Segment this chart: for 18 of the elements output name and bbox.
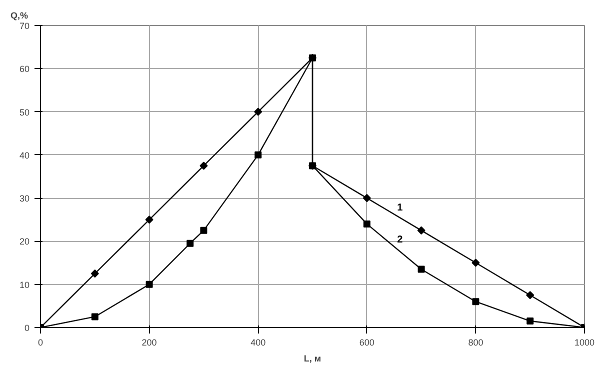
y-tick-label: 30 (19, 194, 30, 204)
x-tick-label: 1000 (574, 338, 595, 348)
y-tick-label: 50 (19, 107, 30, 118)
y-tick-label: 0 (24, 323, 30, 333)
x-tick-label: 800 (468, 338, 484, 348)
series-label: 2 (397, 234, 404, 246)
y-tick-label: 60 (19, 64, 30, 74)
y-tick-label: 40 (19, 150, 30, 160)
y-axis-title: Q,% (10, 10, 28, 20)
series-label: 1 (397, 202, 404, 214)
x-axis-title: L, м (304, 354, 322, 364)
y-tick-label: 20 (19, 236, 30, 247)
x-tick-label: 400 (250, 338, 266, 348)
y-tick-label: 10 (19, 280, 30, 290)
y-tick-label: 70 (19, 21, 30, 31)
x-tick-label: 600 (359, 338, 374, 348)
x-tick-label: 0 (38, 338, 44, 348)
x-tick-label: 200 (142, 338, 157, 348)
